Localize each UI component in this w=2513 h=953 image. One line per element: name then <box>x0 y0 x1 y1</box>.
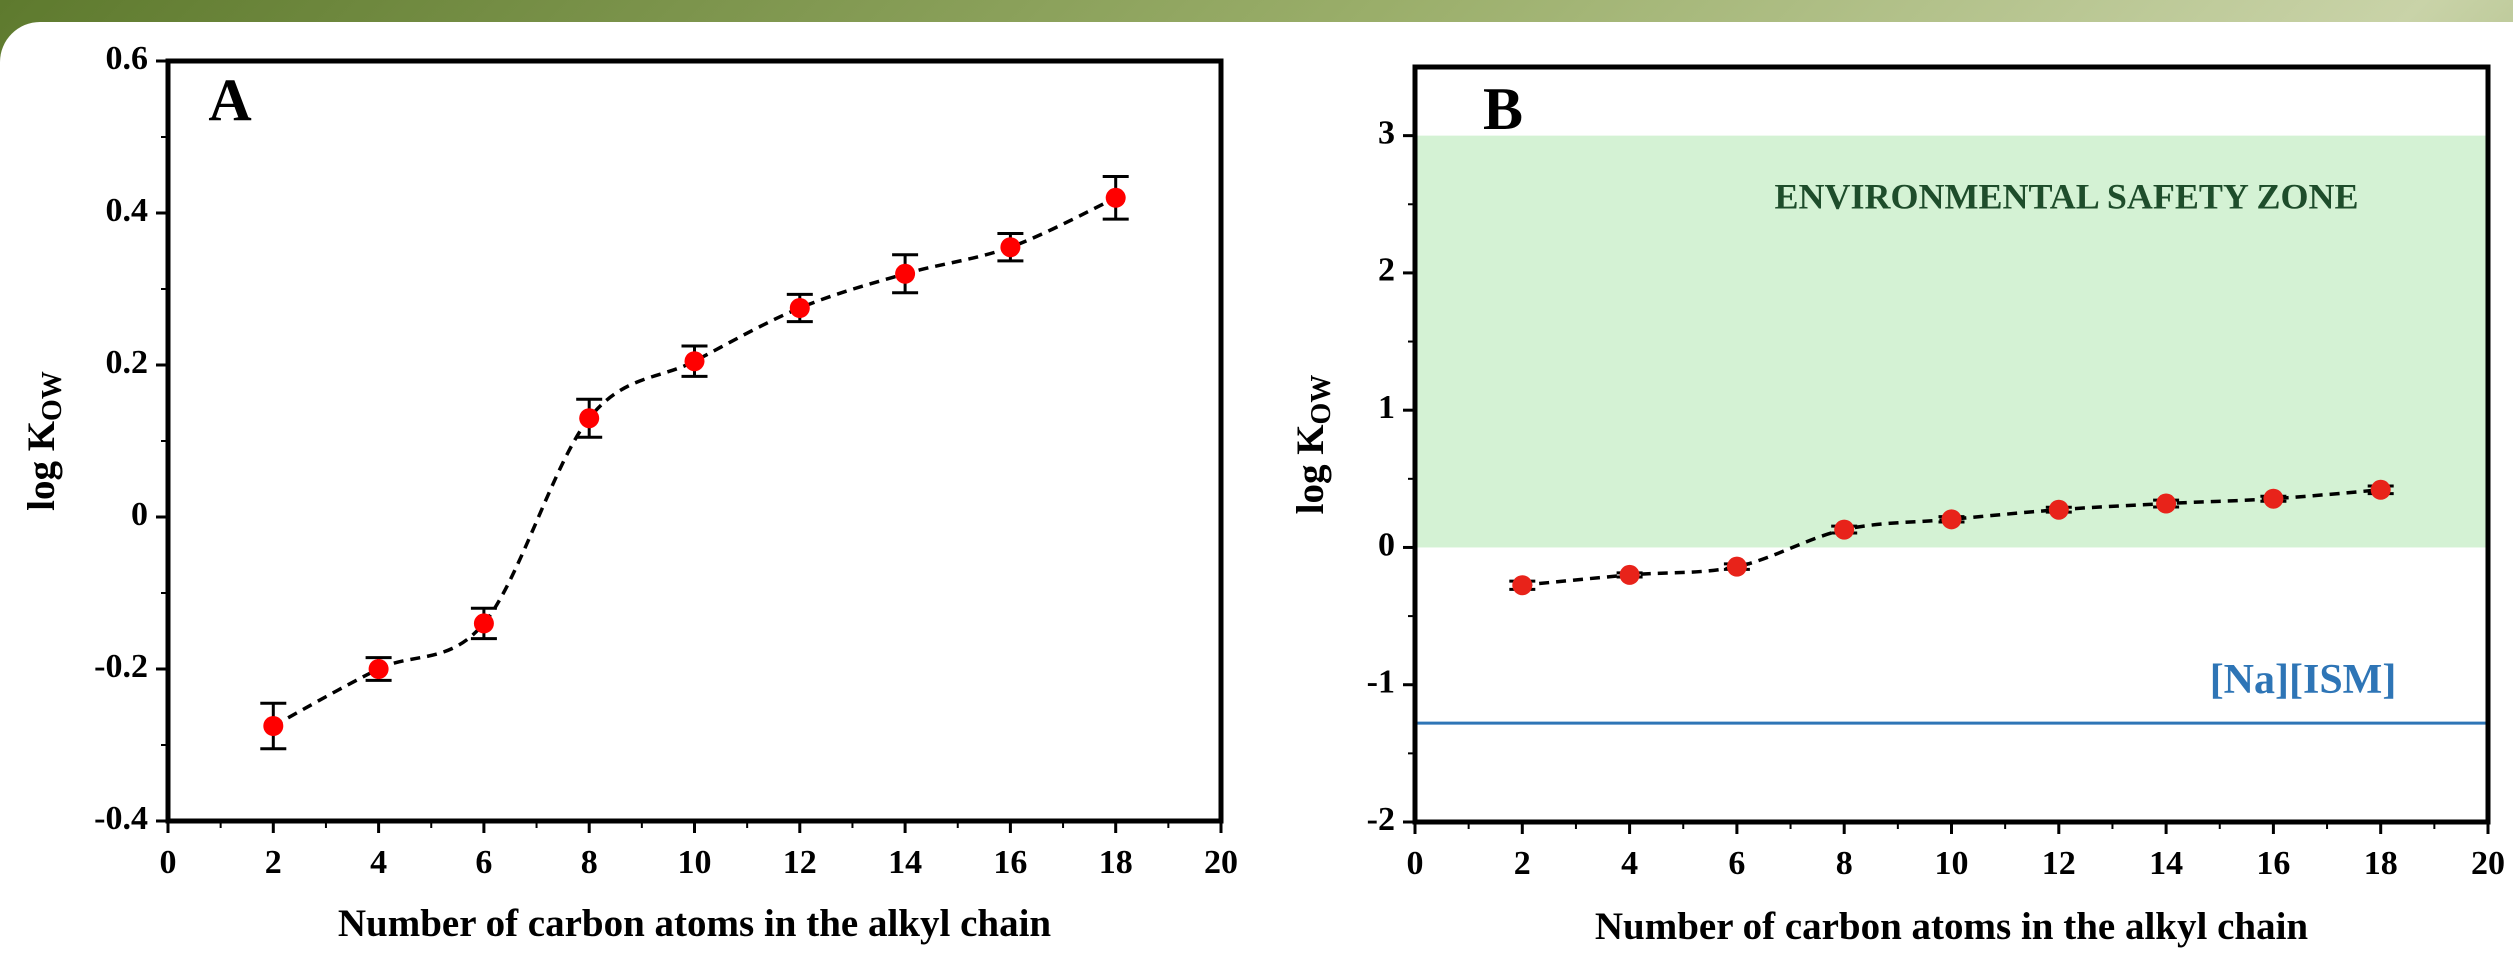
fit-curve <box>1522 488 2381 587</box>
y-axis-title: log KOW <box>1289 375 1337 515</box>
x-tick-label: 8 <box>1836 845 1853 882</box>
data-point <box>684 351 705 372</box>
x-tick-label: 16 <box>2256 845 2290 882</box>
x-tick-label: 8 <box>581 844 598 881</box>
x-tick-label: 10 <box>1935 845 1969 882</box>
y-axis-title-main: log K <box>1289 424 1332 515</box>
x-tick-label: 6 <box>1728 845 1745 882</box>
x-tick-label: 4 <box>1621 845 1638 882</box>
y-tick-label: -0.2 <box>94 648 148 685</box>
x-tick-label: 18 <box>1099 844 1133 881</box>
figure: A0 2 4 6 8 10 12 14 16 18 20-0.4-0.200.20.40.6Numb… <box>20 40 2505 948</box>
data-point <box>1000 237 1021 258</box>
data-point <box>895 263 916 284</box>
x-tick-label: 4 <box>370 844 387 881</box>
x-axis-title: Number of carbon atoms in the alkyl chai… <box>338 902 1052 945</box>
y-tick-label: 0 <box>131 496 148 533</box>
y-tick-label: 0.4 <box>106 192 149 229</box>
data-point <box>579 408 600 429</box>
panel-label: A <box>208 67 251 133</box>
y-tick-label: 0.6 <box>106 40 149 77</box>
panel-label: B <box>1483 76 1523 142</box>
y-tick-label: -0.4 <box>94 800 148 837</box>
x-tick-label: 2 <box>1514 845 1531 882</box>
y-tick-label: 0 <box>1378 526 1395 563</box>
x-tick-label: 20 <box>2471 845 2505 882</box>
data-point <box>2048 499 2069 520</box>
x-tick-label: 10 <box>678 844 712 881</box>
x-tick-label: 20 <box>1204 844 1238 881</box>
y-axis-title-subscript: OW <box>37 371 68 421</box>
data-point <box>2370 479 2391 500</box>
y-tick-label: -2 <box>1367 801 1395 838</box>
x-tick-label: 12 <box>783 844 817 881</box>
y-tick-label: -1 <box>1367 664 1395 701</box>
x-tick-label: 14 <box>2149 845 2183 882</box>
data-point <box>1941 509 1962 530</box>
data-point <box>1105 187 1126 208</box>
y-axis-title-main: log K <box>20 420 63 511</box>
data-point <box>368 659 389 679</box>
x-tick-label: 2 <box>265 844 282 881</box>
data-point <box>263 716 284 736</box>
x-tick-label: 18 <box>2364 845 2398 882</box>
y-tick-label: 0.2 <box>106 344 149 381</box>
x-tick-label: 0 <box>1407 845 1424 882</box>
data-point <box>789 298 810 318</box>
data-point <box>2263 488 2284 509</box>
x-axis-title: Number of carbon atoms in the alkyl chai… <box>1595 905 2309 948</box>
reference-label: [Na][ISM] <box>2210 657 2397 703</box>
y-tick-label: 1 <box>1378 389 1395 426</box>
y-axis-title-subscript: OW <box>1306 375 1337 425</box>
data-point <box>473 613 494 634</box>
fit-curve <box>272 196 1117 728</box>
data-point <box>1726 556 1747 577</box>
safety-zone <box>1415 135 2488 548</box>
y-tick-label: 2 <box>1378 252 1395 289</box>
plot-frame <box>165 58 1224 824</box>
x-tick-label: 0 <box>160 844 177 881</box>
zone-label: ENVIRONMENTAL SAFETY ZONE <box>1774 176 2358 216</box>
data-point <box>2156 493 2177 514</box>
y-tick-label: 3 <box>1378 114 1395 151</box>
y-axis-title: log KOW <box>20 371 68 511</box>
data-point <box>1619 564 1640 585</box>
data-point <box>1834 519 1855 540</box>
x-tick-label: 14 <box>888 844 922 881</box>
figure-background: A 0 2 4 6 8 10 12 14 16 18 20 -0.4 -0.2 0 0.2 0.4 0.6 Numb… <box>0 22 2513 953</box>
x-tick-label: 6 <box>475 844 492 881</box>
data-point <box>1512 575 1533 596</box>
x-tick-label: 12 <box>2042 845 2076 882</box>
x-tick-label: 16 <box>993 844 1027 881</box>
